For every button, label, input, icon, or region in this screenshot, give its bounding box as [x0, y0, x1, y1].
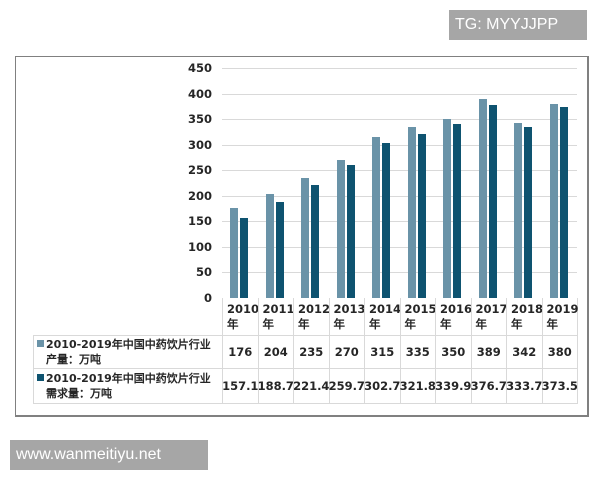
bar-production: [265, 193, 274, 298]
gridline: [222, 68, 577, 69]
gridline: [222, 221, 577, 222]
legend-label: 2010-2019年中国中药饮片行业: [46, 338, 211, 351]
table-cell: 321.8: [399, 368, 436, 404]
table-cell: 373.5: [541, 368, 578, 404]
bar-production: [478, 99, 487, 298]
y-tick-label: 400: [187, 86, 212, 101]
table-cell: 188.7: [257, 368, 294, 404]
legend-production: 2010-2019年中国中药饮片行业 产量：万吨: [33, 335, 223, 369]
bar-production: [336, 160, 345, 298]
table-cell: 380: [541, 335, 578, 369]
y-tick-label: 100: [187, 239, 212, 254]
table-year-header: 2011 年: [257, 298, 295, 336]
y-tick-label: 50: [195, 265, 212, 280]
y-tick-label: 300: [187, 137, 212, 152]
bar-demand: [417, 133, 426, 298]
gridline: [222, 247, 577, 248]
watermark-top: TG: MYYJJPP: [449, 10, 587, 40]
gridline: [222, 196, 577, 197]
bar-demand: [275, 201, 284, 298]
table-year-header: 2013 年: [328, 298, 366, 336]
bar-demand: [559, 107, 568, 298]
bar-production: [372, 137, 380, 298]
legend-label: 2010-2019年中国中药饮片行业: [46, 372, 211, 385]
bar-production: [443, 119, 451, 298]
table-cell: 335: [399, 335, 436, 369]
table-year-header: 2012 年: [293, 298, 330, 336]
legend-unit: 需求量：万吨: [46, 387, 112, 400]
table-year-header: 2010 年: [222, 298, 259, 336]
bar-demand: [346, 165, 355, 298]
bar-demand: [311, 184, 319, 298]
table-cell: 302.7: [364, 368, 401, 404]
table-cell: 350: [435, 335, 472, 369]
bar-production: [230, 208, 238, 298]
table-cell: 376.7: [470, 368, 507, 404]
bar-demand: [524, 127, 532, 298]
table-cell: 157.1: [222, 368, 259, 404]
table-cell: 342: [506, 335, 543, 369]
table-cell: 315: [364, 335, 401, 369]
gridline: [222, 94, 577, 95]
legend-swatch: [37, 374, 44, 381]
legend-demand: 2010-2019年中国中药饮片行业 需求量：万吨: [33, 368, 223, 404]
bar-production: [549, 103, 558, 298]
gridline: [222, 145, 577, 146]
table-year-header: 2017 年: [470, 298, 508, 336]
bar-production: [514, 123, 522, 298]
table-cell: 221.4: [293, 368, 330, 404]
table-year-header: 2015 年: [399, 298, 437, 336]
y-tick-label: 150: [187, 214, 212, 229]
bar-demand: [453, 124, 461, 298]
bar-production: [407, 126, 416, 298]
table-cell: 270: [328, 335, 365, 369]
y-tick-label: 350: [187, 112, 212, 127]
bar-demand: [382, 143, 390, 298]
table-cell: 235: [293, 335, 330, 369]
bar-production: [301, 177, 309, 298]
bar-demand: [488, 105, 497, 298]
table-year-header: 2014 年: [364, 298, 401, 336]
y-tick-label: 200: [187, 188, 212, 203]
y-tick-label: 450: [187, 61, 212, 75]
table-cell: 204: [257, 335, 294, 369]
y-tick-label: 0: [203, 291, 212, 305]
legend-swatch: [37, 340, 44, 347]
table-cell: 339.9: [435, 368, 472, 404]
table-cell: 259.7: [328, 368, 365, 404]
table-cell: 389: [470, 335, 507, 369]
watermark-bottom: www.wanmeitiyu.net: [10, 440, 208, 470]
table-cell: 176: [222, 335, 259, 369]
table-cell: 333.7: [506, 368, 543, 404]
legend-unit: 产量：万吨: [46, 353, 101, 366]
gridline: [222, 272, 577, 273]
bar-demand: [240, 217, 248, 298]
gridline: [222, 119, 577, 120]
table-year-header: 2019 年: [541, 298, 579, 336]
gridline: [222, 170, 577, 171]
table-year-header: 2016 年: [435, 298, 472, 336]
y-tick-label: 250: [187, 163, 212, 178]
table-year-header: 2018 年: [506, 298, 543, 336]
